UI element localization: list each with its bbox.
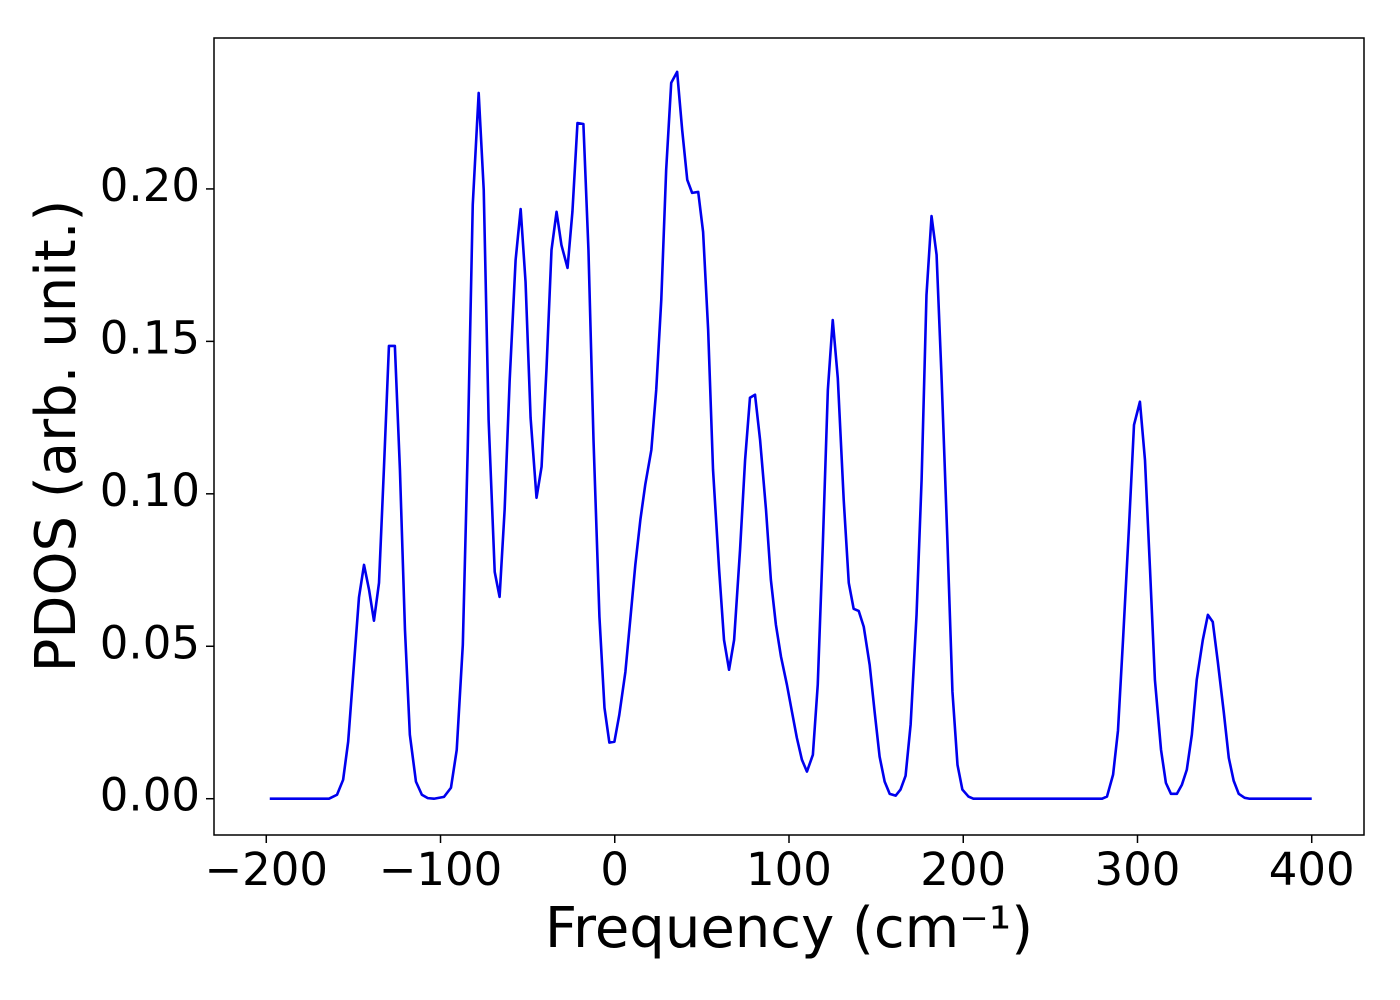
x-tick-label: 300	[1095, 843, 1181, 896]
x-tick-label: 400	[1269, 843, 1355, 896]
x-tick-label: 200	[920, 843, 1006, 896]
x-tick-label: 0	[600, 843, 629, 896]
y-tick-label: 0.10	[100, 464, 200, 517]
y-tick-label: 0.15	[100, 311, 200, 364]
y-tick-label: 0.05	[100, 616, 200, 669]
y-tick-label: 0.20	[100, 159, 200, 212]
y-axis-label: PDOS (arb. unit.)	[24, 200, 89, 673]
x-tick-label: −100	[379, 843, 503, 896]
x-tick-label: 100	[746, 843, 832, 896]
x-axis-label: Frequency (cm⁻¹)	[545, 896, 1033, 961]
pdos-line	[269, 70, 1312, 801]
y-tick-label: 0.00	[100, 769, 200, 822]
x-tick-label: −200	[204, 843, 328, 896]
